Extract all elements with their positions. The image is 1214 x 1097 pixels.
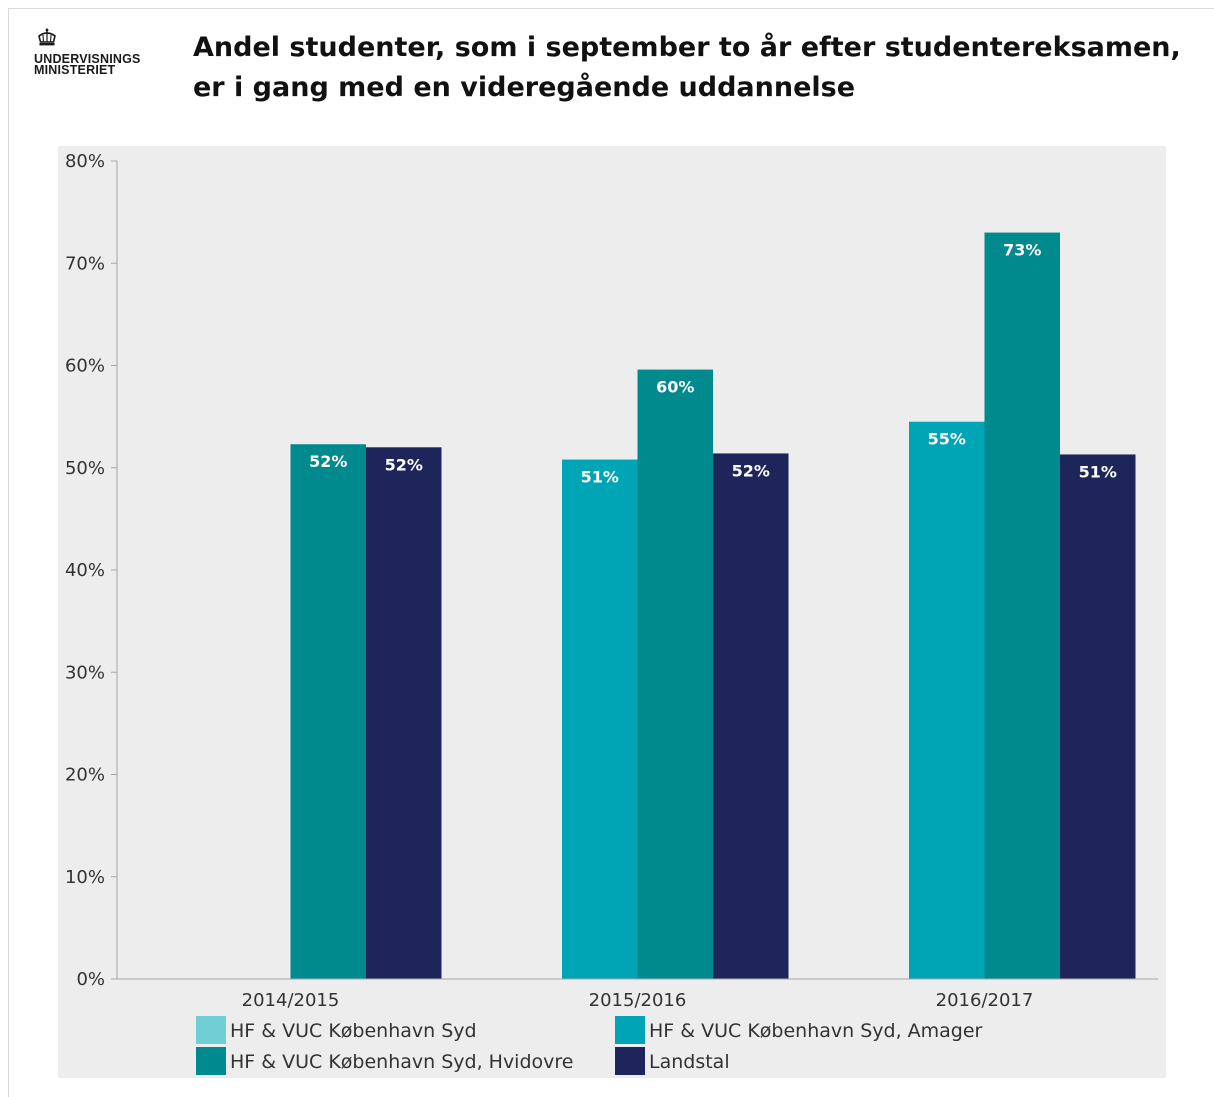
y-tick-label: 0% [76,969,105,990]
y-tick-label: 10% [65,867,105,888]
y-tick-label: 60% [65,356,105,377]
crown-icon [36,28,164,50]
x-tick-label: 2016/2017 [936,990,1034,1011]
bar-data-label: 73% [1003,241,1041,260]
legend-swatch [196,1047,226,1075]
bar [562,459,638,979]
y-axis: 0% 10% 20% 30% 40% 50% 60% 70% 80% [65,151,118,990]
y-tick-label: 20% [65,765,105,786]
ministry-logo: UNDERVISNINGS MINISTERIET [34,28,164,76]
bar [909,421,985,979]
legend-label: Landstal [649,1051,730,1073]
chart-title: Andel studenter, som i september to år e… [193,32,1181,103]
y-tick-label: 70% [65,253,105,274]
bar-data-label: 51% [1079,462,1117,481]
legend-label: HF & VUC København Syd, Hvidovre [230,1051,573,1073]
legend-label: HF & VUC København Syd, Amager [649,1020,983,1042]
legend-swatch [615,1047,645,1075]
legend-label: HF & VUC København Syd [230,1020,477,1042]
bar [1060,454,1136,979]
bar [366,447,442,979]
slide-frame [8,8,1214,1097]
x-axis: 2014/2015 2015/2016 2016/2017 [117,978,1158,1011]
bar-data-label: 52% [732,461,770,480]
bar-data-label: 55% [928,430,966,449]
bar-data-label: 60% [656,378,694,397]
bar [290,444,366,979]
bar-data-label: 52% [385,455,423,474]
bar [637,369,713,980]
x-tick-label: 2015/2016 [589,990,687,1011]
legend-swatch [615,1016,645,1044]
bar [984,232,1060,979]
data-labels: 52% 52% 51% 60% 52% 55% 73% 51% [309,241,1117,487]
legend: HF & VUC København Syd HF & VUC København… [196,1016,983,1075]
y-tick-label: 30% [65,662,105,683]
y-tick-label: 50% [65,458,105,479]
logo-text-line2: MINISTERIET [34,63,116,77]
legend-swatch [196,1016,226,1044]
x-tick-label: 2014/2015 [242,990,340,1011]
y-tick-label: 40% [65,560,105,581]
logo-text-line1: UNDERVISNINGS [34,52,141,66]
bar [713,453,789,979]
bars [290,232,1136,980]
bar-data-label: 51% [581,468,619,487]
y-tick-label: 80% [65,151,105,172]
bar-data-label: 52% [309,452,347,471]
